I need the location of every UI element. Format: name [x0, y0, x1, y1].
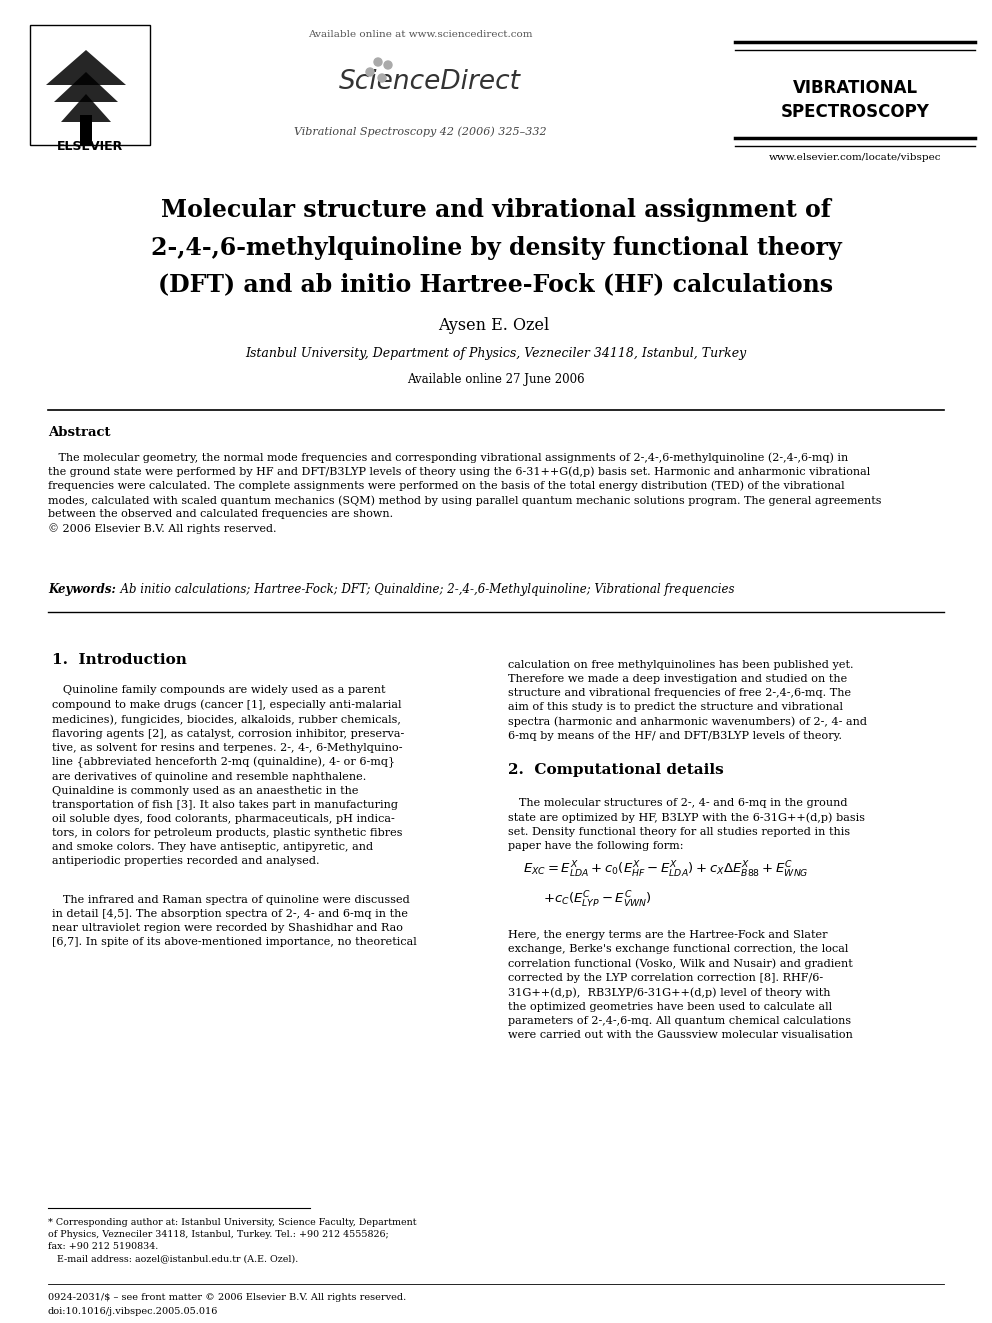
- Text: Vibrational Spectroscopy 42 (2006) 325–332: Vibrational Spectroscopy 42 (2006) 325–3…: [294, 127, 547, 138]
- Text: Abstract: Abstract: [48, 426, 110, 438]
- Text: ELSEVIER: ELSEVIER: [57, 140, 123, 153]
- Text: Aysen E. Ozel: Aysen E. Ozel: [437, 316, 555, 333]
- Circle shape: [378, 74, 386, 82]
- Text: Quinoline family compounds are widely used as a parent
compound to make drugs (c: Quinoline family compounds are widely us…: [52, 685, 405, 867]
- Text: Available online 27 June 2006: Available online 27 June 2006: [407, 373, 585, 386]
- Text: Molecular structure and vibrational assignment of: Molecular structure and vibrational assi…: [161, 198, 831, 222]
- Text: VIBRATIONAL
SPECTROSCOPY: VIBRATIONAL SPECTROSCOPY: [781, 79, 930, 120]
- Text: Ab initio calculations; Hartree-Fock; DFT; Quinaldine; 2-,4-,6-Methylquinoline; : Ab initio calculations; Hartree-Fock; DF…: [113, 583, 734, 597]
- Text: Keywords:: Keywords:: [48, 583, 116, 597]
- Text: The infrared and Raman spectra of quinoline were discussed
in detail [4,5]. The : The infrared and Raman spectra of quinol…: [52, 894, 417, 947]
- Text: The molecular geometry, the normal mode frequencies and corresponding vibrationa: The molecular geometry, the normal mode …: [48, 452, 882, 534]
- Text: $+ c_C(E^C_{LYP} - E^C_{VWN})$: $+ c_C(E^C_{LYP} - E^C_{VWN})$: [543, 890, 652, 910]
- Text: Istanbul University, Department of Physics, Vezneciler 34118, Istanbul, Turkey: Istanbul University, Department of Physi…: [245, 347, 747, 360]
- Text: 2.  Computational details: 2. Computational details: [508, 763, 724, 777]
- Text: 0924-2031/$ – see front matter © 2006 Elsevier B.V. All rights reserved.: 0924-2031/$ – see front matter © 2006 El…: [48, 1293, 407, 1302]
- Bar: [80, 115, 92, 146]
- Text: Available online at www.sciencedirect.com: Available online at www.sciencedirect.co…: [308, 30, 533, 38]
- Circle shape: [366, 67, 374, 75]
- Polygon shape: [46, 50, 126, 85]
- Circle shape: [384, 61, 392, 69]
- Text: * Corresponding author at: Istanbul University, Science Faculty, Department
of P: * Corresponding author at: Istanbul Univ…: [48, 1218, 417, 1263]
- Text: ScienceDirect: ScienceDirect: [339, 69, 521, 95]
- Text: www.elsevier.com/locate/vibspec: www.elsevier.com/locate/vibspec: [769, 153, 941, 163]
- Polygon shape: [61, 94, 111, 122]
- Text: doi:10.1016/j.vibspec.2005.05.016: doi:10.1016/j.vibspec.2005.05.016: [48, 1307, 218, 1316]
- Text: 1.  Introduction: 1. Introduction: [52, 654, 186, 667]
- Text: calculation on free methylquinolines has been published yet.
Therefore we made a: calculation on free methylquinolines has…: [508, 660, 867, 741]
- Bar: [30, 25, 150, 146]
- Circle shape: [374, 58, 382, 66]
- Polygon shape: [54, 71, 118, 102]
- Text: (DFT) and ab initio Hartree-Fock (HF) calculations: (DFT) and ab initio Hartree-Fock (HF) ca…: [159, 273, 833, 296]
- Text: $E_{XC} = E^X_{LDA} + c_0(E^X_{HF} - E^X_{LDA}) + c_X\Delta E^X_{B88} + E^C_{WNG: $E_{XC} = E^X_{LDA} + c_0(E^X_{HF} - E^X…: [523, 860, 808, 880]
- Text: The molecular structures of 2-, 4- and 6-mq in the ground
state are optimized by: The molecular structures of 2-, 4- and 6…: [508, 798, 865, 851]
- Text: Here, the energy terms are the Hartree-Fock and Slater
exchange, Berke's exchang: Here, the energy terms are the Hartree-F…: [508, 930, 853, 1040]
- Text: 2-,4-,6-methylquinoline by density functional theory: 2-,4-,6-methylquinoline by density funct…: [151, 235, 841, 261]
